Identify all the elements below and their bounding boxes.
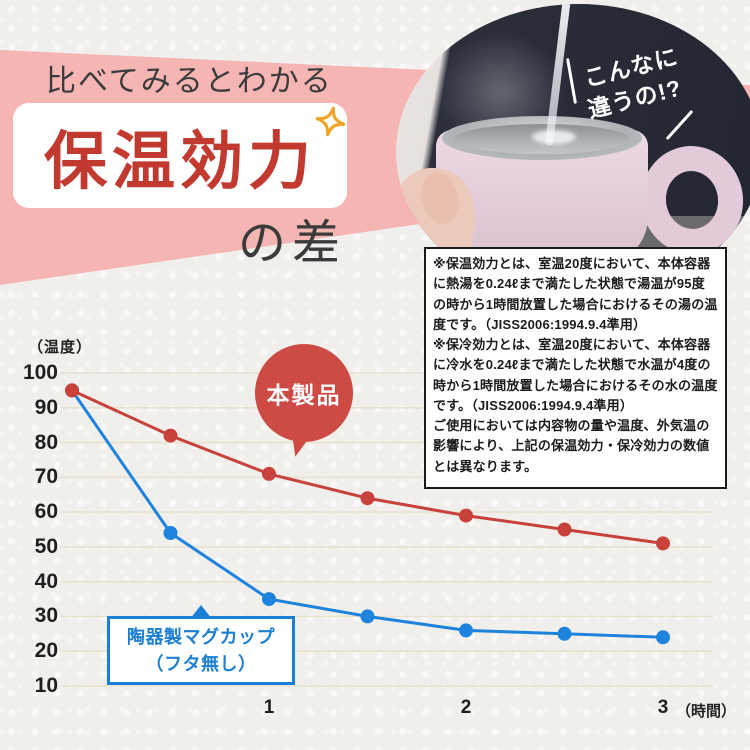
data-point — [163, 526, 178, 540]
ceramic-mug-label-line1: 陶器製マグカップ — [127, 627, 275, 648]
y-axis-unit-label: （温度） — [28, 339, 93, 356]
y-tick-label: 70 — [34, 465, 58, 489]
disclaimer-note-box: ※保温効力とは、室温20度において、本体容器に熱湯を0.24ℓまで満たした状態で… — [424, 247, 727, 489]
page-title: 保温効力 — [44, 127, 316, 197]
data-point — [459, 508, 473, 523]
mug-photo: こんなに 違うの!? — [396, 4, 750, 300]
x-tick-label: 1 — [263, 697, 275, 718]
y-tick-label: 90 — [34, 395, 58, 419]
data-point — [459, 623, 473, 638]
disclaimer-line: ※保冷効力とは、室温20度において、本体容器に冷水を0.24ℓまで満たした状態で… — [433, 337, 718, 413]
x-axis-unit-label: （時間） — [676, 703, 737, 720]
y-tick-label: 10 — [34, 674, 58, 697]
y-tick-label: 30 — [34, 604, 58, 628]
disclaimer-line: ※保温効力とは、室温20度において、本体容器に熱湯を0.24ℓまで満たした状態で… — [433, 256, 718, 332]
y-tick-label: 40 — [34, 569, 58, 593]
data-point — [360, 491, 375, 506]
data-point — [360, 609, 375, 624]
title-suffix: の差 — [238, 217, 347, 270]
data-point — [65, 383, 79, 398]
data-point — [656, 630, 670, 645]
tagline: 比べてみるとわかる — [46, 65, 333, 98]
data-point — [262, 466, 276, 481]
title-box: 保温効力 — [13, 103, 347, 208]
ceramic-mug-label-line2: （フタ無し） — [145, 653, 257, 674]
disclaimer-line: ご使用においては内容物の量や温度、外気温の影響により、上記の保温効力・保冷効力の… — [433, 418, 710, 474]
y-tick-label: 20 — [34, 639, 58, 663]
emphasis-slash-right — [665, 109, 694, 141]
sparkle-icon — [315, 106, 346, 137]
data-point — [656, 536, 670, 551]
data-point — [65, 383, 79, 398]
y-tick-label: 60 — [34, 500, 58, 524]
ceramic-mug-series-label: 陶器製マグカップ （フタ無し） — [107, 605, 295, 685]
data-point — [557, 626, 572, 641]
y-tick-label: 100 — [22, 361, 58, 384]
water-splash — [532, 130, 576, 144]
data-point — [557, 522, 572, 537]
product-series-balloon: 本製品 — [255, 344, 353, 442]
y-tick-label: 50 — [34, 534, 58, 558]
x-tick-label: 3 — [657, 697, 669, 718]
product-series-label: 本製品 — [266, 382, 342, 408]
photo-caption: こんなに 違うの!? — [574, 40, 696, 127]
y-tick-label: 80 — [34, 430, 58, 454]
x-tick-label: 2 — [460, 697, 472, 718]
data-point — [163, 428, 178, 443]
data-point — [262, 592, 276, 607]
